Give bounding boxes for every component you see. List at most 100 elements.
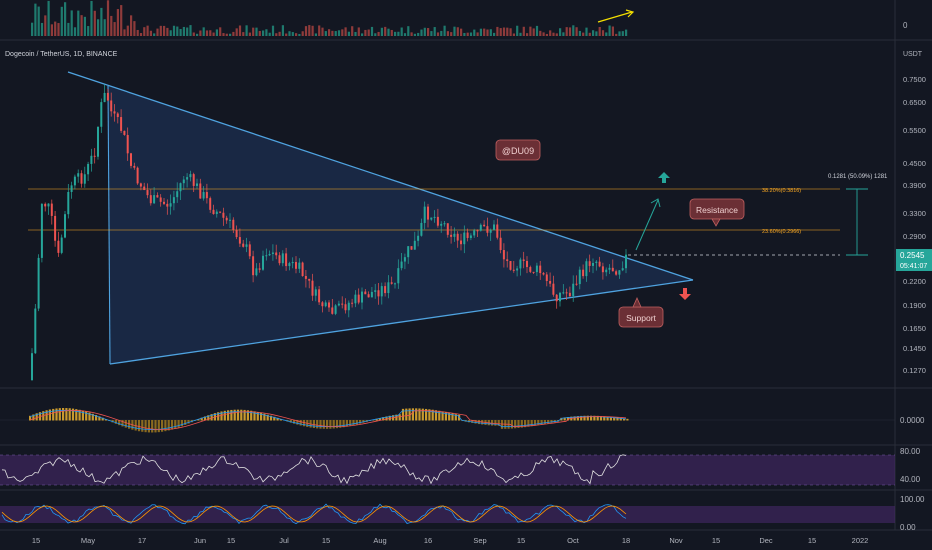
triangle-base-line[interactable] [107, 85, 111, 365]
candle-body [440, 223, 443, 226]
volume-bar [334, 31, 337, 36]
macd-bar [273, 416, 276, 421]
volume-bar [268, 32, 271, 36]
candle-body [298, 262, 301, 269]
volume-bar [545, 33, 548, 36]
macd-bar [576, 416, 579, 421]
stoch-tick-0: 0.00 [900, 523, 916, 532]
macd-bar [302, 420, 306, 427]
symbol-title[interactable]: Dogecoin / TetherUS, 1D, BINANCE [5, 51, 118, 58]
candle-body [562, 292, 565, 294]
macd-bar [58, 408, 61, 421]
candle-body [73, 176, 76, 186]
macd-bar [180, 420, 183, 427]
macd-bar [563, 417, 566, 421]
macd-bar [276, 417, 279, 421]
volume-bar [453, 26, 456, 36]
candle-body [271, 252, 274, 254]
volume-bar [420, 29, 423, 36]
candle-body [337, 303, 340, 306]
triangle-fill [108, 86, 693, 364]
candle-body [519, 259, 522, 269]
candle-body [44, 203, 47, 207]
watermark-box[interactable] [495, 139, 541, 161]
macd-bar [29, 415, 32, 421]
volume-bar [535, 25, 539, 36]
candle-body [153, 195, 156, 204]
candle-body [83, 174, 86, 184]
volume-bar [64, 2, 67, 36]
volume-bar [83, 16, 86, 36]
measure-label: 0.1281 (50.09%) 1281 [828, 174, 888, 180]
volume-bar [407, 26, 410, 36]
candle-body [291, 262, 294, 264]
candle-body [443, 223, 446, 225]
volume-bar [97, 19, 100, 36]
macd-bar [312, 420, 315, 429]
macd-bar [425, 408, 428, 421]
candle-body [93, 155, 96, 157]
candle-body [605, 269, 608, 273]
candle-body [238, 237, 241, 244]
volume-bar [585, 27, 588, 36]
macd-bar [342, 420, 345, 428]
candle-body [304, 276, 307, 279]
resistance-trendline[interactable] [67, 71, 694, 281]
macd-bar [197, 419, 200, 421]
macd-bar [184, 420, 187, 425]
macd-bar [359, 420, 362, 424]
volume-bar [559, 28, 562, 36]
macd-bar [223, 410, 226, 421]
price-axis-ticks[interactable]: 0.7500 0.6500 0.5500 0.4500 0.3900 0.3300 0.29… [903, 75, 926, 375]
volume-bar [215, 29, 218, 36]
candle-body [120, 117, 123, 131]
candle-body [364, 291, 367, 295]
macd-bar [362, 420, 365, 423]
candle-body [318, 289, 321, 303]
candle-body [77, 173, 80, 177]
volume-bar [229, 33, 232, 36]
volume-bar [483, 28, 486, 36]
projection-line[interactable] [635, 199, 659, 251]
volume-bar [542, 32, 545, 36]
candle-body [549, 280, 552, 284]
candle-body [453, 233, 456, 237]
volume-bar [285, 33, 288, 36]
macd-bar [233, 409, 236, 421]
macd-bar [256, 412, 259, 421]
volume-bar [265, 29, 268, 36]
volume-bar [440, 30, 443, 36]
volume-bar [486, 29, 489, 36]
support-trendline[interactable] [109, 279, 694, 365]
macd-bar [250, 410, 253, 421]
candle-body [149, 195, 152, 204]
macd-bar [269, 415, 273, 421]
macd-bar [200, 417, 203, 421]
price-candles [31, 84, 627, 382]
candle-body [430, 217, 433, 220]
time-tick: 15 [227, 536, 235, 545]
candle-body [321, 302, 324, 307]
support-callout-pointer [632, 297, 642, 308]
volume-bar [354, 31, 357, 36]
macd-bar [527, 420, 530, 427]
volume-bar [60, 6, 63, 36]
currency-label[interactable]: USDT [903, 51, 923, 58]
macd-bar [319, 420, 322, 429]
candle-body [526, 260, 528, 268]
candle-body [479, 224, 482, 231]
volume-bar [394, 31, 397, 36]
volume-bar [413, 33, 416, 36]
time-axis[interactable]: 15 May 17 Jun 15 Jul 15 Aug 16 Sep 15 Oct 18 Nov 15 Dec… [32, 536, 869, 545]
volume-bar [337, 30, 341, 36]
volume-bar [328, 29, 331, 36]
volume-bar [130, 15, 133, 36]
volume-bar [357, 27, 360, 36]
macd-bar [137, 420, 141, 432]
price-tick: 0.4500 [903, 159, 926, 168]
macd-bar [230, 409, 233, 421]
macd-bar [95, 415, 98, 421]
macd-bar [428, 409, 431, 421]
rsi-line [1, 454, 627, 485]
